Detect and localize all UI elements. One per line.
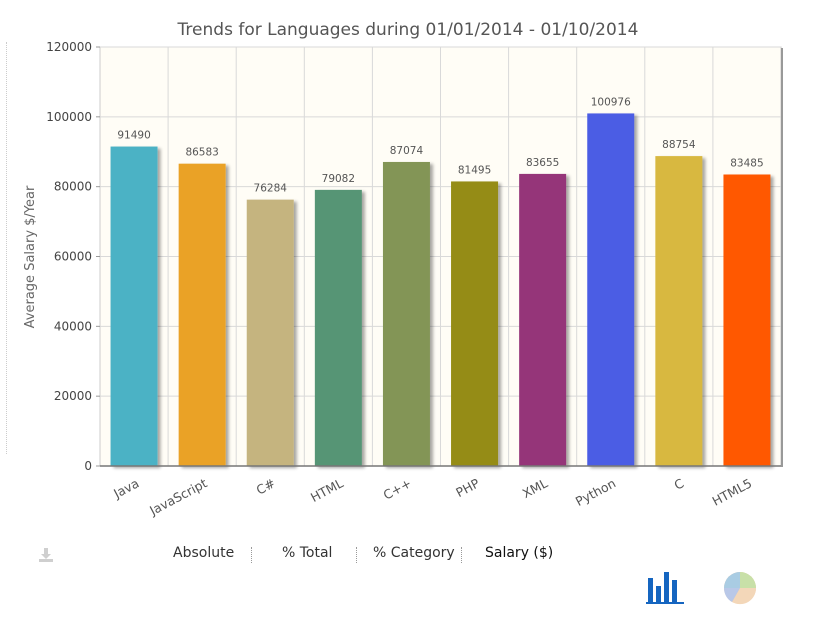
chart-controls: Absolute % Total % Category Salary ($): [0, 540, 814, 570]
x-tick-label: Java: [110, 475, 141, 501]
y-tick-label: 40000: [54, 319, 92, 333]
bar-c-[interactable]: [382, 161, 430, 466]
y-tick-label: 60000: [54, 250, 92, 264]
bar-html5[interactable]: [723, 174, 771, 466]
salary-button[interactable]: Salary ($): [485, 545, 554, 561]
x-tick-label: HTML5: [710, 475, 755, 508]
x-tick-label: C#: [254, 475, 278, 497]
separator: [461, 547, 462, 563]
bar-php[interactable]: [451, 181, 499, 466]
bar-c-[interactable]: [246, 199, 294, 466]
y-axis-label: Average Salary $/Year: [23, 185, 38, 328]
x-tick-label: HTML: [308, 475, 346, 505]
x-tick-label: XML: [520, 475, 550, 501]
bar-chart: Trends for Languages during 01/01/2014 -…: [23, 20, 783, 519]
data-label: 86583: [185, 147, 218, 159]
data-label: 79082: [322, 173, 355, 185]
bar-javascript[interactable]: [178, 163, 226, 466]
separator: [251, 547, 252, 563]
y-tick-label: 0: [84, 459, 92, 473]
separator: [356, 547, 357, 563]
chart-title: Trends for Languages during 01/01/2014 -…: [177, 20, 639, 40]
data-label: 91490: [117, 130, 150, 142]
download-icon[interactable]: [38, 547, 54, 563]
y-tick-label: 20000: [54, 389, 92, 403]
bar-java[interactable]: [110, 146, 158, 466]
bar-html[interactable]: [314, 189, 362, 466]
percent-total-button[interactable]: % Total: [282, 545, 333, 561]
bar-xml[interactable]: [519, 173, 567, 466]
pie-chart-icon[interactable]: [722, 570, 758, 606]
y-tick-label: 80000: [54, 180, 92, 194]
percent-category-button[interactable]: % Category: [373, 545, 455, 561]
y-tick-label: 100000: [46, 110, 92, 124]
data-label: 76284: [254, 183, 288, 195]
bar-c[interactable]: [655, 156, 703, 466]
bar-chart-icon[interactable]: [645, 568, 685, 606]
y-tick-label: 120000: [46, 40, 92, 54]
x-tick-label: JavaScript: [146, 475, 209, 518]
absolute-button[interactable]: Absolute: [173, 545, 235, 561]
data-label: 81495: [458, 164, 491, 176]
x-tick-label: Python: [573, 475, 618, 509]
x-tick-label: C: [672, 475, 687, 492]
left-dotted-guide: [6, 42, 7, 454]
data-label: 87074: [390, 145, 424, 157]
data-label: 83485: [730, 157, 763, 169]
data-label: 83655: [526, 157, 559, 169]
x-tick-label: C++: [381, 475, 414, 502]
data-label: 100976: [591, 96, 631, 108]
data-label: 88754: [662, 139, 696, 151]
bar-python[interactable]: [587, 113, 635, 466]
x-tick-label: PHP: [453, 475, 482, 500]
